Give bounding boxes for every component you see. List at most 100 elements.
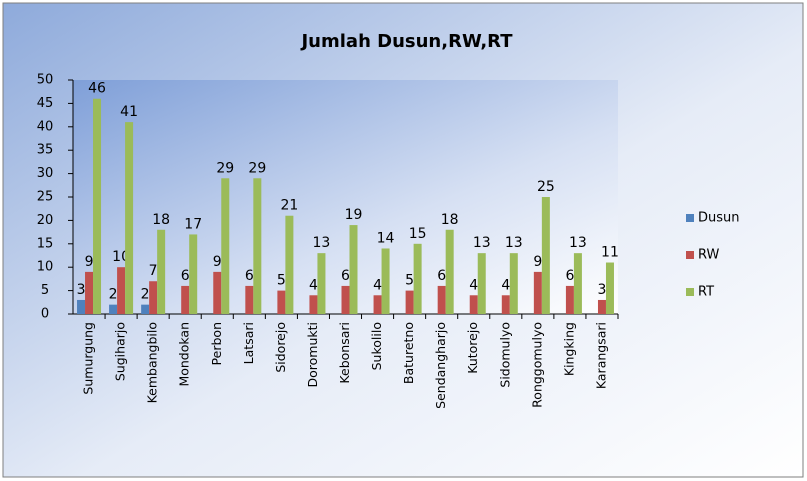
x-tick-label: Mondokan	[177, 322, 192, 387]
legend-swatch	[686, 288, 694, 296]
data-label: 4	[469, 277, 478, 293]
bar	[245, 285, 254, 314]
data-label: 7	[149, 263, 158, 279]
bar	[77, 299, 86, 314]
x-tick-label: Karangsari	[593, 322, 608, 389]
data-label: 41	[120, 104, 138, 120]
y-tick-label: 40	[37, 119, 54, 134]
bar	[509, 253, 518, 314]
data-label: 13	[505, 235, 523, 251]
data-label: 9	[213, 254, 222, 270]
data-label: 3	[598, 282, 607, 298]
data-label: 19	[345, 207, 363, 223]
x-tick-label: Doromukti	[305, 322, 320, 388]
bar	[437, 285, 446, 314]
y-tick-label: 5	[41, 283, 49, 298]
x-tick-label: Kingking	[561, 322, 576, 376]
data-label: 6	[341, 268, 350, 284]
data-label: 4	[373, 277, 382, 293]
bar	[413, 243, 422, 314]
bar	[221, 178, 230, 314]
data-label: 14	[377, 230, 395, 246]
bar	[501, 295, 510, 314]
data-label: 2	[141, 287, 150, 303]
data-label: 17	[184, 216, 202, 232]
chart-title: Jumlah Dusun,RW,RT	[299, 31, 513, 52]
bar	[373, 295, 382, 314]
x-tick-label: Kutorejo	[465, 322, 480, 374]
bar	[349, 225, 358, 314]
x-tick-label: Perbon	[209, 322, 224, 365]
bar	[477, 253, 486, 314]
data-label: 3	[77, 282, 86, 298]
bar	[605, 262, 614, 314]
data-label: 6	[565, 268, 574, 284]
bar	[597, 299, 606, 314]
data-label: 18	[441, 212, 459, 228]
x-tick-label: Sumurgung	[81, 322, 96, 395]
data-label: 25	[537, 179, 555, 195]
bar	[533, 271, 542, 314]
legend-swatch	[686, 214, 694, 222]
bar	[189, 234, 198, 314]
data-label: 29	[248, 160, 266, 176]
legend-label: RT	[698, 285, 714, 300]
bar	[309, 295, 318, 314]
data-label: 13	[313, 235, 331, 251]
data-label: 4	[309, 277, 318, 293]
x-tick-label: Sidomulyo	[497, 322, 512, 388]
bar	[381, 248, 390, 314]
x-tick-label: Kebonsari	[337, 322, 352, 384]
bar	[109, 304, 118, 314]
data-label: 11	[601, 245, 619, 261]
legend-label: Dusun	[698, 211, 740, 226]
bar	[181, 285, 190, 314]
bar	[469, 295, 478, 314]
data-label: 29	[216, 160, 234, 176]
y-tick-label: 50	[37, 73, 54, 88]
y-tick-label: 35	[37, 143, 54, 158]
x-tick-label: Sidorejo	[273, 322, 288, 373]
bar	[117, 267, 126, 314]
bar	[573, 253, 582, 314]
x-tick-label: Ronggomulyo	[529, 322, 544, 408]
y-tick-label: 45	[37, 96, 54, 111]
bar	[149, 281, 158, 314]
data-label: 15	[409, 226, 427, 242]
data-label: 9	[533, 254, 542, 270]
bar	[157, 229, 166, 314]
bar	[213, 271, 222, 314]
data-label: 4	[501, 277, 510, 293]
legend-label: RW	[698, 248, 720, 263]
y-tick-label: 30	[37, 166, 54, 181]
data-label: 6	[437, 268, 446, 284]
data-label: 9	[85, 254, 94, 270]
data-label: 21	[280, 198, 298, 214]
data-label: 6	[181, 268, 190, 284]
bar	[541, 197, 550, 314]
bar	[85, 271, 94, 314]
legend-swatch	[686, 251, 694, 259]
bar	[445, 229, 454, 314]
data-label: 46	[88, 81, 106, 97]
y-tick-label: 15	[37, 236, 54, 251]
bar	[405, 290, 414, 314]
y-tick-label: 25	[37, 190, 54, 205]
bar	[565, 285, 574, 314]
x-tick-label: Latsari	[241, 322, 256, 364]
data-label: 2	[109, 287, 118, 303]
bar	[93, 98, 102, 314]
bar	[341, 285, 350, 314]
data-label: 13	[473, 235, 491, 251]
bar	[253, 178, 262, 314]
x-tick-label: Baturetno	[401, 322, 416, 384]
x-tick-label: Kembangbilo	[145, 322, 160, 403]
data-label: 6	[245, 268, 254, 284]
data-label: 5	[405, 273, 414, 289]
data-label: 18	[152, 212, 170, 228]
x-tick-label: Sukolilo	[369, 322, 384, 370]
data-label: 5	[277, 273, 286, 289]
bar	[277, 290, 286, 314]
bar	[141, 304, 150, 314]
